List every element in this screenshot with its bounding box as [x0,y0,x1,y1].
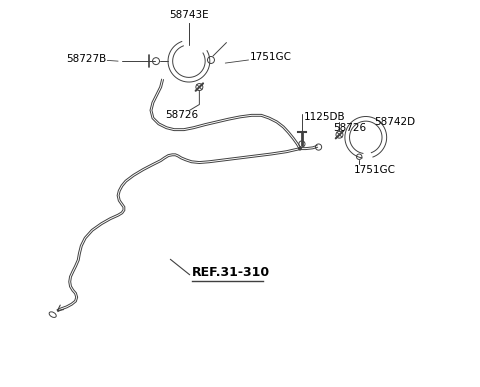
Text: REF.31-310: REF.31-310 [192,266,270,279]
Text: 58726: 58726 [166,110,199,120]
Text: 58743E: 58743E [169,10,209,20]
Text: 58726: 58726 [333,123,366,133]
Text: 1751GC: 1751GC [250,52,292,62]
Text: 58727B: 58727B [66,54,107,64]
Text: 1125DB: 1125DB [304,112,346,122]
Circle shape [298,147,302,151]
Text: 58742D: 58742D [375,117,416,127]
Text: 1751GC: 1751GC [354,164,396,175]
